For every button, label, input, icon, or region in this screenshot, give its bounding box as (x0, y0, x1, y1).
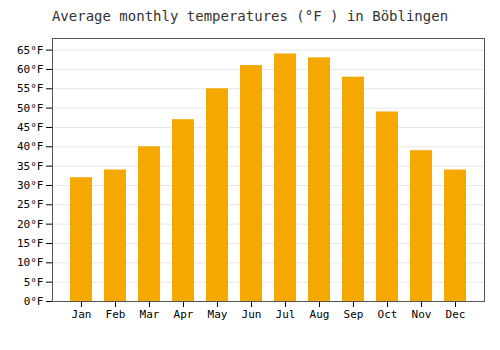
svg-text:Jun: Jun (242, 308, 262, 321)
svg-text:55°F: 55°F (17, 82, 44, 95)
svg-text:45°F: 45°F (17, 121, 44, 134)
svg-text:20°F: 20°F (17, 218, 44, 231)
html-text:Average monthly temperatures (: Average monthly temperatures (°F ) in Bö… (51, 8, 449, 24)
svg-text:Jul: Jul (276, 308, 296, 321)
svg-text:40°F: 40°F (17, 140, 44, 153)
svg-text:50°F: 50°F (17, 102, 44, 115)
svg-text:10°F: 10°F (17, 256, 44, 269)
svg-text:Dec: Dec (446, 308, 466, 321)
svg-text:65°F: 65°F (17, 44, 44, 57)
svg-text:Oct: Oct (378, 308, 398, 321)
svg-text:0°F: 0°F (24, 295, 44, 308)
svg-text:5°F: 5°F (24, 276, 44, 289)
svg-text:Aug: Aug (310, 308, 330, 321)
svg-text:May: May (208, 308, 228, 321)
svg-text:30°F: 30°F (17, 179, 44, 192)
svg-text:Mar: Mar (140, 308, 160, 321)
svg-text:15°F: 15°F (17, 237, 44, 250)
svg-text:Jan: Jan (72, 308, 92, 321)
svg-text:Apr: Apr (174, 308, 194, 321)
svg-text:25°F: 25°F (17, 198, 44, 211)
svg-text:35°F: 35°F (17, 160, 44, 173)
svg-text:Nov: Nov (412, 308, 432, 321)
svg-text:Sep: Sep (344, 308, 364, 321)
svg-text:60°F: 60°F (17, 63, 44, 76)
svg-text:Feb: Feb (106, 308, 126, 321)
